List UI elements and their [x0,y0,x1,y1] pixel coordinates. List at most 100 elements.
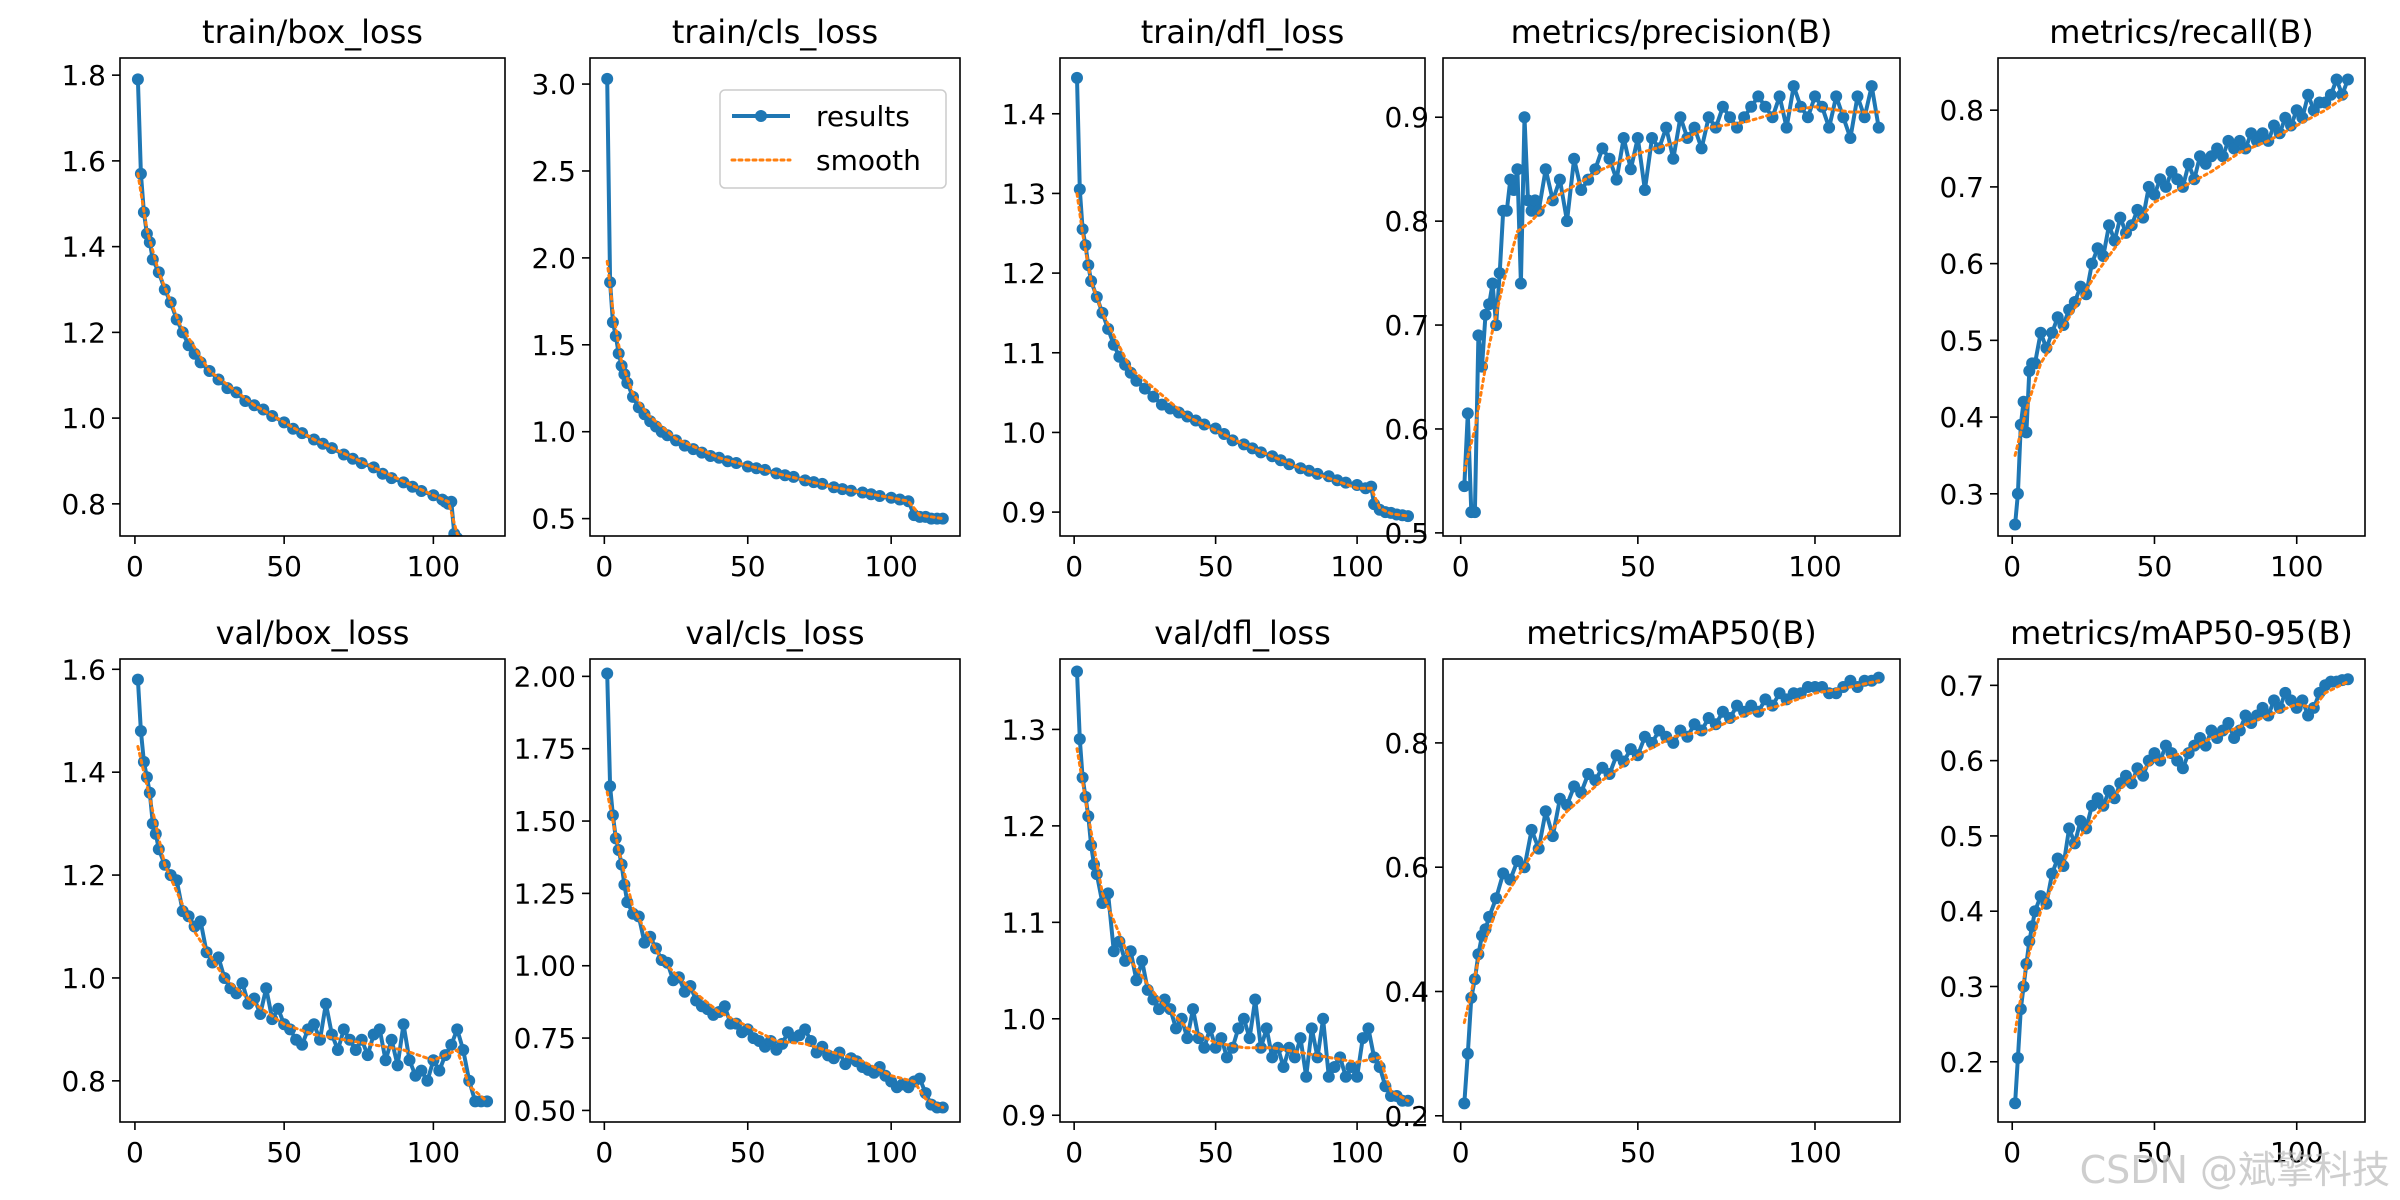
results-point [1102,887,1115,900]
y-tick-label: 0.8 [61,488,106,521]
x-tick-label: 0 [1452,550,1470,583]
plot-area [131,673,494,1108]
results-point [1575,184,1588,196]
chart-title: val/cls_loss [685,614,864,652]
results-point [2324,88,2337,101]
chart-val-dfl-loss: val/dfl_loss 0 50 100 0.9 1.0 1.1 1.2 1.3 [1001,614,1426,1169]
results-point [1603,152,1616,165]
x-tick-label: 50 [1198,1136,1234,1169]
results-point [1617,132,1630,144]
results-point [1328,1061,1341,1073]
y-tick-label: 0.5 [531,503,576,536]
y-tick-label: 0.8 [61,1065,106,1098]
x-tick-label: 0 [126,1136,144,1169]
smooth-line [136,745,489,1103]
results-point [1232,1022,1245,1035]
axes-frame [589,658,961,1123]
plot-area [1458,671,1885,1110]
axes-frame [1059,57,1426,537]
results-point [1858,111,1871,124]
axes-frame [119,658,506,1123]
results-point [1837,111,1850,124]
results-point [1561,215,1573,228]
smooth-line [2013,93,2350,457]
x-tick-label: 100 [407,1136,460,1169]
results-point [1147,390,1160,403]
chart-title: metrics/mAP50(B) [1526,614,1817,652]
chart-train-box-loss: train/box_loss 0 50 100 0.8 1.0 1.2 1.4 1.6 1.8 [61,13,506,583]
results-point [1486,277,1499,290]
results-point [385,1033,398,1046]
y-tick-label: 1.6 [61,145,106,178]
y-tick-label: 1.1 [1001,906,1046,939]
legend: results smooth [719,89,947,189]
results-point [1801,111,1814,124]
y-tick-label: 0.5 [1939,324,1984,357]
axes-frame [1059,658,1426,1123]
y-tick-label: 1.0 [1001,416,1046,449]
results-point [2114,211,2127,224]
results-point [1345,1061,1358,1073]
y-tick-label: 0.9 [1384,101,1429,134]
results-point [1305,1022,1318,1035]
results-point [1138,382,1151,395]
x-tick-label: 100 [1330,550,1383,583]
y-tick-label: 2.5 [531,155,576,188]
x-tick-label: 100 [864,550,917,583]
results-line [2013,677,2349,1104]
axes-frame [1442,57,1901,537]
results-point [212,951,225,964]
results-point [337,1023,350,1036]
results-point [421,1074,434,1087]
results-line [135,79,459,536]
results-point [236,977,249,990]
plot-area [601,72,949,525]
y-tick-label: 1.50 [514,805,576,838]
results-point [379,1054,392,1067]
results-point [152,843,165,856]
results-point [1553,173,1566,186]
results-point [1638,184,1651,196]
results-point [1490,319,1503,332]
results-point [1181,1032,1194,1045]
results-point [248,992,261,1005]
x-tick-label: 0 [1452,1136,1470,1169]
results-point [2216,150,2229,163]
x-tick-label: 0 [595,1136,613,1169]
y-tick-label: 1.2 [61,316,106,349]
y-tick-label: 0.7 [1939,669,1984,702]
y-tick-label: 1.3 [1001,177,1046,210]
y-tick-label: 1.0 [531,416,576,449]
x-tick-label: 50 [2137,1136,2173,1169]
results-point [1479,308,1492,321]
results-point [1130,974,1143,987]
results-point [919,1087,932,1100]
y-tick-label: 1.6 [61,653,106,686]
results-point [361,1049,374,1062]
results-point [1514,277,1527,290]
results-point [1702,111,1715,124]
x-tick-label: 100 [864,1136,917,1169]
results-line [1075,77,1409,519]
y-tick-label: 1.3 [1001,713,1046,746]
plot-area [1071,665,1414,1107]
results-point [1402,510,1414,523]
y-tick-label: 1.0 [61,962,106,995]
results-point [1085,839,1098,852]
y-tick-label: 0.4 [1939,401,1984,434]
y-tick-label: 1.4 [61,231,106,264]
results-point [1277,1061,1290,1073]
y-tick-label: 1.00 [514,950,576,983]
results-point [1529,194,1542,207]
results-point [1809,90,1821,103]
results-point [776,1037,789,1050]
plot-area [601,667,949,1114]
y-tick-label: 1.0 [1001,1003,1046,1036]
results-point [1688,121,1701,134]
x-tick-label: 0 [595,550,613,583]
results-point [936,512,949,525]
results-point [1071,71,1083,84]
results-point [1226,1041,1239,1054]
results-point [2108,792,2121,805]
results-point [1568,152,1581,165]
